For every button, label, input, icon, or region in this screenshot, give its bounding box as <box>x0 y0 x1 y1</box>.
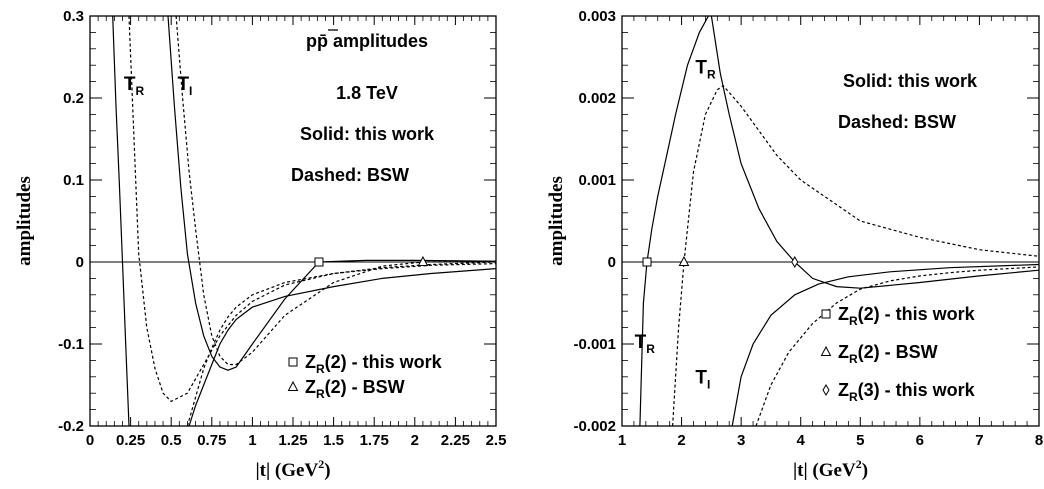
legend-marker-square <box>288 357 298 367</box>
x-tick-label: 2 <box>411 432 419 449</box>
chart-2: 1 2 3 4 5 6 7 8 -0.002 -0.001 0 0.001 0.002 0.003 |t| … <box>546 8 1043 481</box>
y-tick-label: -0.2 <box>58 418 84 435</box>
x-axis-label: |t| (GeV2) <box>793 457 868 481</box>
solid-curve-3 <box>167 16 496 371</box>
triangle-marker <box>678 255 690 266</box>
annotation-title: pp̄ amplitudes <box>306 31 428 51</box>
legend-entry-1: ZR(2) - this work <box>305 352 443 376</box>
x-tick-label: 7 <box>975 432 983 449</box>
y-tick-label: 0.002 <box>578 90 616 107</box>
y-tick-label: -0.001 <box>573 336 616 353</box>
dashed-curve-4 <box>175 16 496 366</box>
y-tick-label: 0 <box>76 254 84 271</box>
legend-entry-2: ZR(2) - BSW <box>305 377 405 401</box>
square-marker <box>314 257 324 267</box>
dashed-curve-4 <box>672 84 1039 426</box>
x-tick-label: 2.5 <box>486 432 507 449</box>
x-tick-label: 6 <box>916 432 924 449</box>
x-tick-label: 5 <box>856 432 864 449</box>
legend-marker-square <box>821 309 831 319</box>
solid-curve-1 <box>112 16 130 426</box>
x-tick-label: 8 <box>1035 432 1043 449</box>
curve-label-3: TI <box>695 367 710 391</box>
x-tick-label: 1 <box>248 432 256 449</box>
dashed-curve-6 <box>186 263 496 426</box>
annotation-solid: Solid: this work <box>843 71 978 91</box>
y-tick-label: 0.2 <box>63 90 84 107</box>
curves <box>112 16 496 426</box>
x-tick-label: 0 <box>86 432 94 449</box>
y-axis-label: amplitudes <box>14 176 35 266</box>
legend-entry-3: ZR(3) - this work <box>838 380 976 404</box>
annotation-energy: 1.8 TeV <box>336 83 398 103</box>
x-tick-label: 0.75 <box>197 432 226 449</box>
solid-curve-5 <box>188 268 496 426</box>
x-tick-label: 2 <box>677 432 685 449</box>
x-tick-label: 2.25 <box>441 432 470 449</box>
y-axis-label: amplitudes <box>546 176 567 266</box>
legend-entry-1: ZR(2) - this work <box>838 304 976 328</box>
legend-marker-diamond <box>822 384 830 396</box>
plot-frame <box>621 15 1040 427</box>
y-tick-label: -0.002 <box>573 418 616 435</box>
annotation-solid: Solid: this work <box>300 124 435 144</box>
y-tick-label: 0.3 <box>63 8 84 25</box>
diamond-marker <box>791 256 799 268</box>
chart-1: 0 0.25 0.5 0.75 1 1.25 1.5 1.75 2 2.25 2.5 -0.2 -0.1… <box>14 8 506 481</box>
y-tick-label: -0.1 <box>58 336 84 353</box>
x-tick-label: 1 <box>618 432 626 449</box>
x-tick-label: 0.25 <box>116 432 145 449</box>
x-tick-label: 1.25 <box>278 432 307 449</box>
x-tick-label: 1.75 <box>360 432 389 449</box>
solid-curve-2 <box>710 16 1039 289</box>
annotation-dashed: Dashed: BSW <box>838 112 956 132</box>
y-tick-label: 0.003 <box>578 8 616 25</box>
curve-label-2: TI <box>177 74 192 98</box>
dashed-curve-5 <box>755 266 1039 426</box>
x-tick-label: 3 <box>737 432 745 449</box>
x-tick-label: 4 <box>797 432 806 449</box>
curve-label-2: TR <box>635 332 656 356</box>
curves <box>639 16 1039 426</box>
square-marker <box>642 257 652 267</box>
legend-marker-triangle <box>820 345 832 356</box>
y-tick-label: 0.1 <box>63 172 84 189</box>
curve-label-1: TR <box>695 57 716 81</box>
legend-marker-triangle <box>287 380 299 391</box>
legend-entry-2: ZR(2) - BSW <box>838 342 938 366</box>
y-tick-label: 0.001 <box>578 172 616 189</box>
annotation-dashed: Dashed: BSW <box>291 165 409 185</box>
x-tick-label: 0.5 <box>161 432 182 449</box>
triangle-marker <box>417 255 429 266</box>
solid-curve-1 <box>639 16 709 426</box>
y-tick-label: 0 <box>608 254 616 271</box>
x-axis-label: |t| (GeV2) <box>255 457 330 481</box>
curve-label-1: TR <box>124 74 145 98</box>
x-tick-label: 1.5 <box>323 432 344 449</box>
solid-curve-3 <box>731 263 1039 426</box>
